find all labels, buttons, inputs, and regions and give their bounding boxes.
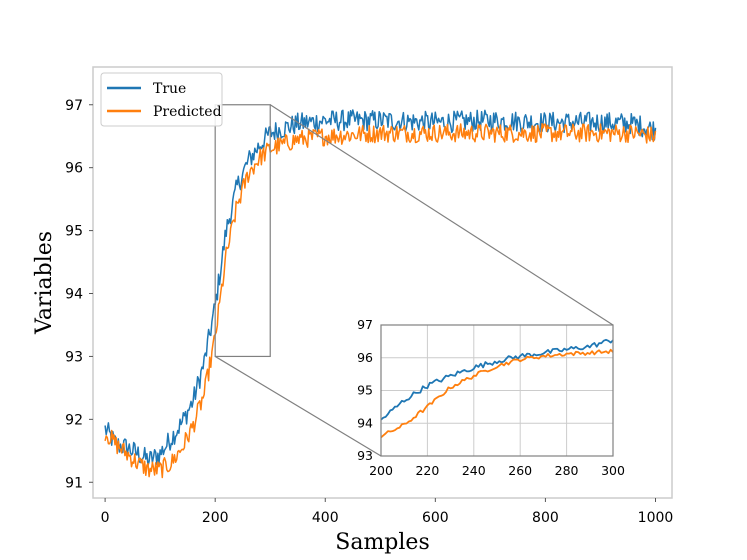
y-tick-label: 91 — [65, 475, 83, 491]
inset-x-tick-label: 260 — [508, 463, 532, 478]
inset-y-tick-label: 97 — [357, 317, 373, 332]
inset-y-tick-label: 95 — [357, 383, 373, 398]
x-tick-label: 200 — [202, 510, 229, 526]
inset-series-line-predicted — [380, 348, 614, 439]
inset-x-tick-label: 240 — [462, 463, 486, 478]
x-tick-label: 1000 — [638, 510, 674, 526]
legend-label: True — [153, 81, 186, 97]
inset-y-tick-label: 96 — [357, 350, 373, 365]
inset-frame — [380, 324, 614, 457]
inset-y-tick-label: 93 — [357, 448, 373, 463]
x-axis-label: Samples — [335, 530, 429, 555]
inset-x-tick-label: 220 — [415, 463, 439, 478]
y-axis-label: Variables — [32, 231, 57, 335]
axes-frame — [92, 66, 673, 499]
x-tick-label: 600 — [422, 510, 449, 526]
x-tick-label: 400 — [312, 510, 339, 526]
zoom-connector-line — [269, 104, 614, 326]
y-tick-label: 92 — [65, 412, 83, 428]
inset-x-tick-label: 200 — [369, 463, 393, 478]
inset-x-tick-label: 300 — [601, 463, 625, 478]
series-line-predicted — [104, 122, 657, 479]
x-tick-label: 0 — [101, 510, 110, 526]
y-tick-label: 93 — [65, 349, 83, 365]
x-tick-label: 800 — [532, 510, 559, 526]
y-tick-label: 95 — [65, 224, 83, 240]
inset-series-line-true — [380, 338, 614, 421]
y-tick-label: 97 — [65, 98, 83, 114]
zoom-connector-line — [214, 355, 382, 457]
y-tick-label: 94 — [65, 287, 83, 303]
zoom-indicator-box — [214, 104, 271, 358]
inset-y-tick-label: 94 — [357, 415, 373, 430]
inset-x-tick-label: 280 — [555, 463, 579, 478]
legend — [100, 72, 223, 127]
legend-label: Predicted — [153, 104, 222, 120]
y-tick-label: 96 — [65, 161, 83, 177]
